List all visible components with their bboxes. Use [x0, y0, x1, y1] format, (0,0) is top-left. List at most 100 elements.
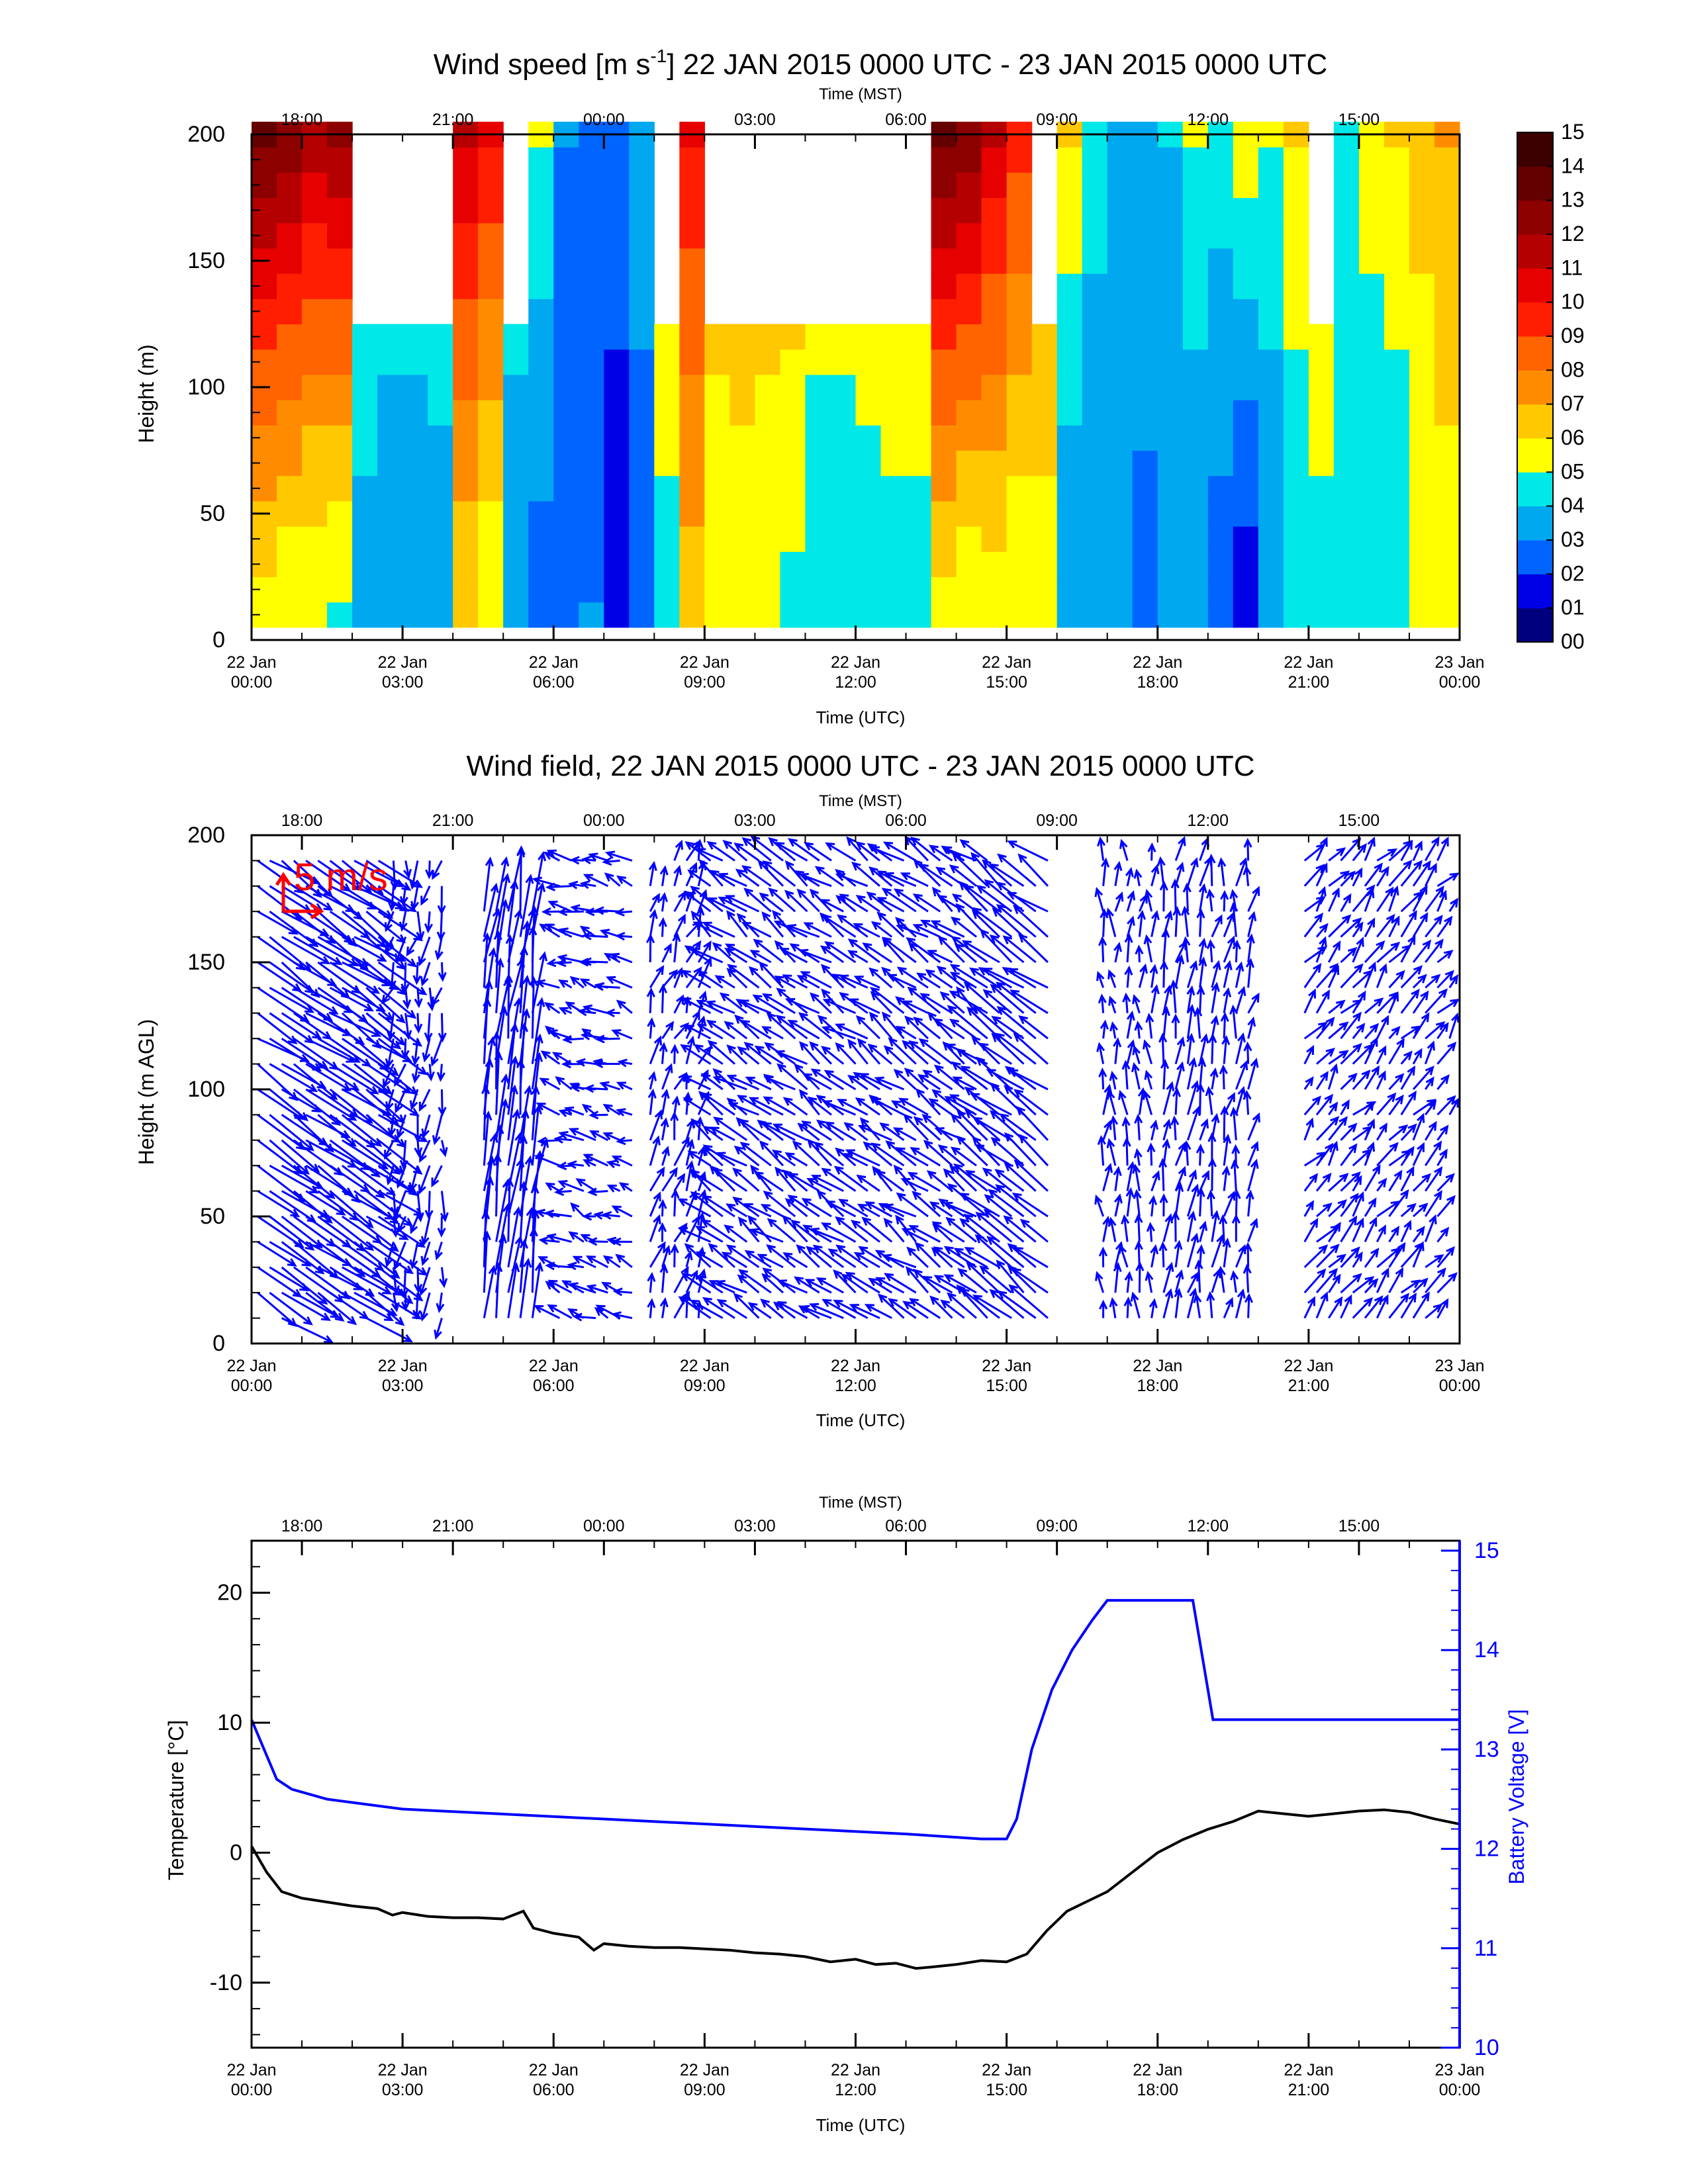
wind-vector-head	[572, 1255, 583, 1264]
wind-vector-head	[1199, 1220, 1208, 1231]
wind-vector	[817, 1095, 845, 1116]
wind-vector	[1364, 1066, 1380, 1090]
wind-speed-cell	[1409, 172, 1435, 199]
wind-vector	[904, 1114, 929, 1141]
wind-vector	[257, 1292, 297, 1326]
wind-vector	[329, 1266, 374, 1297]
wind-vector	[305, 1190, 345, 1216]
wind-vector-head	[436, 1302, 445, 1314]
wind-vector-head	[1391, 915, 1400, 926]
wind-vector	[1436, 1150, 1448, 1166]
wind-speed-cell	[478, 172, 504, 199]
wind-vector	[569, 1232, 585, 1243]
wind-speed-cell	[1207, 298, 1234, 325]
wind-vector-head	[675, 839, 684, 850]
wind-speed-cell	[327, 222, 353, 249]
wind-speed-cell	[1383, 526, 1410, 552]
wind-vector	[1412, 1013, 1429, 1039]
wind-vector-head	[1245, 958, 1255, 968]
wind-vector	[329, 936, 369, 972]
wind-vector	[1187, 1273, 1199, 1293]
utc-tick-label-time: 03:00	[382, 2081, 424, 2099]
wind-vector	[543, 910, 560, 913]
wind-speed-cell	[553, 222, 579, 249]
wind-speed-cell	[1258, 450, 1284, 477]
wind-speed-cell	[1383, 576, 1410, 603]
wind-speed-cell	[1283, 475, 1309, 502]
wind-vector-head	[1166, 1081, 1175, 1091]
wind-vector-head	[555, 1076, 565, 1085]
wind-speed-cell	[1182, 400, 1209, 426]
wind-vector-head	[1165, 1261, 1174, 1272]
wind-vector	[1315, 964, 1338, 989]
wind-vector-head	[408, 1187, 418, 1197]
wind-vector	[581, 978, 596, 989]
wind-vector-head	[1329, 1101, 1338, 1112]
wind-vector-head	[1108, 995, 1117, 1006]
wind-vector-head	[1100, 1019, 1109, 1030]
wind-vector	[763, 993, 796, 1015]
wind-vector	[812, 1069, 845, 1091]
wind-vector	[965, 885, 1000, 913]
wind-speed-cell	[1283, 400, 1309, 426]
wind-vector	[1126, 1189, 1132, 1217]
wind-speed-top-axis-label: Time (MST)	[819, 85, 902, 103]
wind-vector	[1340, 1101, 1350, 1116]
utc-tick-label-date: 23 Jan	[1434, 2061, 1484, 2079]
wind-vector-head	[680, 1044, 690, 1053]
colorbar-swatch	[1517, 438, 1553, 473]
wind-vector	[722, 1251, 748, 1269]
wind-vector	[1352, 1149, 1371, 1167]
wind-vector-head	[824, 1121, 835, 1130]
wind-vector	[1211, 1235, 1224, 1268]
wind-vector-head	[691, 1215, 700, 1226]
wind-vector	[269, 1266, 308, 1291]
wind-vector-head	[821, 1298, 832, 1308]
utc-tick-label-time: 03:00	[382, 673, 424, 692]
wind-vector-head	[546, 849, 557, 858]
wind-speed-cell	[553, 248, 579, 274]
wind-vector-head	[989, 934, 1000, 944]
wind-vector-head	[1350, 1193, 1359, 1203]
wind-speed-cell	[679, 298, 705, 325]
wind-vector	[727, 911, 748, 938]
wind-speed-cell	[277, 197, 303, 224]
wind-vector	[1400, 1091, 1417, 1116]
wind-vector	[519, 1010, 528, 1064]
wind-vector	[410, 1165, 419, 1191]
wind-speed-cell	[579, 324, 604, 350]
temperature-y-label: Temperature [°C]	[164, 1720, 188, 1880]
wind-vector	[1327, 1065, 1337, 1090]
wind-vector	[691, 1170, 724, 1192]
wind-vector-head	[803, 922, 814, 931]
wind-vector-head	[1403, 1220, 1412, 1230]
wind-vector	[317, 1063, 359, 1091]
wind-vector	[810, 1303, 844, 1319]
wind-vector	[519, 1087, 531, 1141]
utc-tick-label-date: 23 Jan	[1434, 1357, 1484, 1375]
wind-vector-head	[1223, 1133, 1232, 1144]
wind-speed-cell	[729, 602, 756, 628]
wind-vector	[784, 1097, 808, 1116]
wind-vector-head	[1380, 1294, 1389, 1304]
wind-vector	[1223, 962, 1231, 988]
wind-speed-cell	[453, 147, 479, 173]
wind-vector	[428, 1191, 431, 1218]
wind-vector	[1352, 970, 1372, 989]
wind-vector	[1424, 1216, 1436, 1242]
wind-speed-cell	[1258, 197, 1284, 224]
wind-speed-cell	[503, 324, 529, 350]
wind-vector-head	[702, 1092, 712, 1101]
wind-speed-cell	[629, 602, 655, 628]
wind-vector	[317, 936, 368, 966]
wind-vector	[1101, 995, 1105, 1013]
wind-speed-cell	[453, 197, 479, 224]
wind-vector-head	[835, 1042, 845, 1052]
wind-vector-head	[1378, 1224, 1386, 1235]
wind-speed-cell	[377, 500, 403, 527]
wind-vector-head	[1009, 989, 1020, 998]
wind-vector	[1315, 887, 1326, 912]
wind-speed-cell	[1383, 602, 1410, 628]
wind-vector-head	[827, 1248, 838, 1257]
wind-speed-cell	[503, 576, 529, 603]
